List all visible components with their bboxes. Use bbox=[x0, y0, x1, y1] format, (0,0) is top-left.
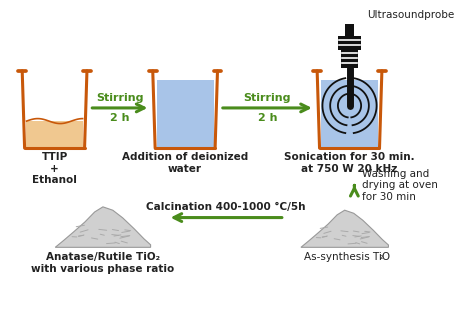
Text: TTIP
+
Ethanol: TTIP + Ethanol bbox=[32, 152, 77, 185]
Text: 2 h: 2 h bbox=[110, 113, 129, 123]
Text: Addition of deionized
water: Addition of deionized water bbox=[122, 152, 248, 174]
Text: 2 h: 2 h bbox=[257, 113, 277, 123]
Text: As-synthesis TiO: As-synthesis TiO bbox=[303, 252, 390, 262]
Text: with various phase ratio: with various phase ratio bbox=[31, 264, 174, 274]
Text: Anatase/Rutile TiO₂: Anatase/Rutile TiO₂ bbox=[46, 252, 160, 262]
Polygon shape bbox=[26, 121, 83, 147]
Text: Stirring: Stirring bbox=[96, 93, 144, 103]
Bar bbox=[338, 36, 361, 50]
Bar bbox=[341, 50, 358, 68]
Text: Sonication for 30 min.
at 750 W 20 kHz: Sonication for 30 min. at 750 W 20 kHz bbox=[284, 152, 415, 174]
Text: Washing and
drying at oven
for 30 min: Washing and drying at oven for 30 min bbox=[362, 169, 438, 202]
Polygon shape bbox=[55, 207, 151, 247]
Polygon shape bbox=[301, 210, 388, 247]
Polygon shape bbox=[156, 80, 214, 147]
Polygon shape bbox=[321, 80, 378, 147]
Text: Ultrasoundprobe: Ultrasoundprobe bbox=[367, 10, 454, 20]
Text: Stirring: Stirring bbox=[244, 93, 291, 103]
Bar bbox=[345, 24, 355, 36]
Text: Calcination 400-1000 °C/5h: Calcination 400-1000 °C/5h bbox=[146, 201, 306, 211]
Text: ₂: ₂ bbox=[380, 252, 383, 261]
